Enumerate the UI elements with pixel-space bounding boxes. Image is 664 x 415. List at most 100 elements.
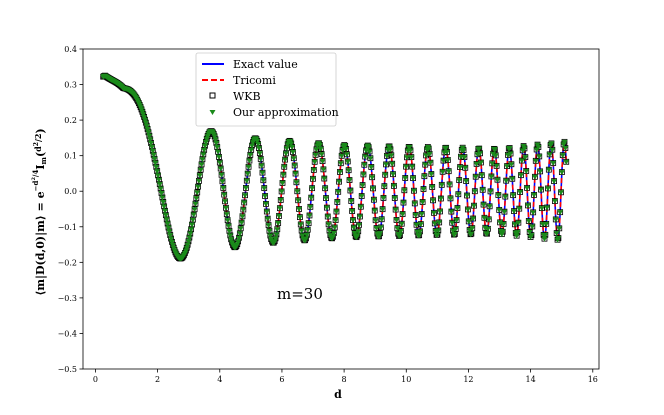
legend-tricomi-label: Tricomi [233, 74, 276, 87]
approx-point [515, 220, 522, 226]
approx-point [323, 196, 330, 202]
approx-point [470, 216, 477, 222]
legend-wkb-swatch [209, 92, 216, 99]
approx-point [168, 239, 175, 245]
approx-point [144, 126, 151, 132]
approx-point [425, 146, 432, 152]
legend-wkb-label: WKB [233, 90, 261, 103]
approx-point [306, 213, 313, 219]
annotation-m: m=30 [277, 285, 323, 303]
approx-point [330, 231, 337, 237]
approx-point [237, 226, 244, 232]
approx-point [366, 149, 373, 155]
approx-point [444, 157, 451, 163]
approx-point [530, 210, 537, 216]
approx-point [391, 195, 398, 201]
approx-point [222, 205, 229, 211]
approx-point [221, 192, 228, 198]
approx-point [223, 212, 230, 218]
legend-approx-swatch [209, 110, 216, 115]
approx-point [266, 228, 273, 234]
approx-point [362, 154, 369, 160]
approx-point [465, 219, 472, 225]
approx-point [383, 153, 390, 159]
approx-point [420, 186, 427, 192]
approx-point [562, 145, 569, 151]
approx-point [503, 178, 510, 184]
approx-point [548, 141, 555, 147]
approx-point [202, 140, 209, 146]
approx-point [412, 213, 419, 219]
approx-point [261, 186, 268, 192]
approx-point [501, 209, 508, 215]
ylabel-arg-open: ( [34, 152, 47, 157]
approx-point [437, 209, 444, 215]
approx-point [480, 202, 487, 208]
approx-point [430, 210, 437, 216]
approx-point [322, 186, 329, 192]
approx-point [259, 170, 266, 176]
approx-point [309, 176, 316, 182]
approx-point [307, 204, 314, 210]
approx-point [309, 186, 316, 192]
approx-point [291, 163, 298, 169]
svg-text:⟨m|D(d,0)|m⟩ = e−d2/4Im(d2/2): ⟨m|D(d,0)|m⟩ = e−d2/4Im(d2/2) [31, 128, 48, 295]
approx-point [531, 174, 538, 180]
approx-point [154, 169, 161, 175]
approx-point [325, 222, 332, 228]
ylabel-arg-num-sup: 2 [33, 142, 40, 146]
approx-point [481, 215, 488, 221]
approx-point [544, 205, 551, 211]
approx-point [383, 162, 390, 168]
approx-point [410, 188, 417, 194]
approx-point [248, 147, 255, 153]
approx-point [446, 182, 453, 188]
approx-point [169, 242, 176, 248]
approx-point [531, 192, 538, 198]
approx-point [558, 170, 565, 176]
approx-point [402, 175, 409, 181]
approx-point [546, 152, 553, 158]
approx-point [228, 237, 235, 243]
approx-point [220, 185, 227, 191]
approx-point [484, 231, 491, 237]
approx-point [435, 228, 442, 234]
approx-point [342, 143, 349, 149]
approx-point [295, 198, 302, 204]
approx-point [355, 229, 362, 235]
approx-point [463, 179, 470, 185]
approx-point [517, 173, 524, 179]
x-tick-label: 6 [279, 375, 284, 384]
approx-point [472, 174, 479, 180]
approx-point [312, 152, 319, 158]
approx-point [235, 239, 242, 245]
approx-point [388, 153, 395, 159]
approx-point [436, 220, 443, 226]
approx-point [153, 164, 160, 170]
approx-point [461, 155, 468, 161]
approx-point [225, 223, 232, 229]
approx-point [219, 179, 226, 185]
approx-point [491, 147, 498, 153]
approx-point [434, 232, 441, 238]
ylabel-arg-den: 2 [33, 134, 43, 140]
approx-point [296, 215, 303, 221]
approx-point [408, 155, 415, 161]
approx-point [403, 155, 410, 161]
approx-point [303, 232, 310, 238]
approx-point [397, 233, 403, 239]
plot-area [100, 72, 570, 262]
approx-point [279, 180, 286, 186]
approx-point [545, 167, 552, 173]
approx-point [165, 225, 172, 231]
x-tick-label: 2 [155, 375, 160, 384]
approx-point [313, 147, 320, 153]
approx-point [282, 151, 289, 157]
approx-point [368, 164, 375, 170]
approx-point [393, 217, 400, 223]
approx-point [381, 184, 388, 190]
approx-point [485, 217, 492, 223]
approx-point [164, 221, 171, 227]
approx-point [226, 228, 233, 234]
x-axis-label: d [334, 388, 342, 401]
